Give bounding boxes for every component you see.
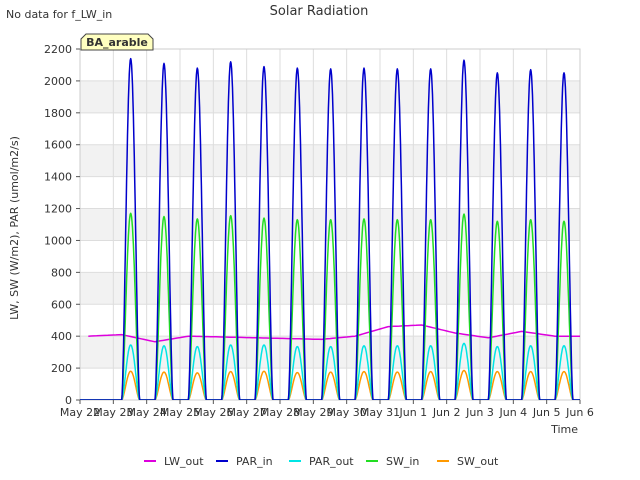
x-tick-label: May 31 (360, 406, 400, 419)
grid-band (80, 336, 580, 369)
x-tick-label: Jun 1 (398, 406, 427, 419)
legend-label-sw-out: SW_out (457, 455, 499, 468)
x-tick-label: May 23 (93, 406, 133, 419)
y-tick-label: 1600 (44, 139, 72, 152)
badge-shape (80, 33, 154, 51)
y-tick-label: 600 (51, 298, 72, 311)
x-tick-label: Jun 3 (465, 406, 494, 419)
series-line-sw-out (80, 369, 580, 400)
x-tick-label: Jun 4 (498, 406, 527, 419)
legend-label-lw-out: LW_out (164, 455, 204, 468)
grid-band (80, 272, 580, 305)
badge-label: BA_arable (86, 36, 148, 49)
legend-label-par-in: PAR_in (236, 455, 273, 468)
y-tick-label: 1200 (44, 203, 72, 216)
x-tick-label: Jun 6 (565, 406, 594, 419)
x-tick-label: Jun 5 (532, 406, 561, 419)
x-tick-label: May 29 (293, 406, 333, 419)
grid-band (80, 144, 580, 177)
x-tick-label: Jun 2 (432, 406, 461, 419)
y-tick-label: 200 (51, 362, 72, 375)
legend: LW_out PAR_in PAR_out SW_in SW_out (144, 455, 499, 468)
badge: BA_arable (80, 33, 154, 51)
series-line-par-out (80, 342, 580, 400)
y-tick-label: 0 (65, 394, 72, 407)
y-axis-label: LW, SW (W/m2), PAR (umol/m2/s) (8, 136, 21, 320)
x-tick-label: May 22 (60, 406, 100, 419)
plot-frame (79, 48, 581, 401)
y-tick-label: 1400 (44, 171, 72, 184)
x-tick-label: May 24 (127, 406, 167, 419)
no-data-note: No data for f_LW_in (6, 8, 112, 21)
x-tick-label: May 30 (327, 406, 367, 419)
y-tick-label: 400 (51, 330, 72, 343)
series-layer (80, 57, 580, 400)
x-axis-label: Time (550, 423, 578, 436)
grid-lines (79, 48, 581, 401)
grid-bands (80, 80, 580, 369)
grid-band (80, 80, 580, 113)
y-tick-label: 2000 (44, 75, 72, 88)
legend-label-sw-in: SW_in (386, 455, 419, 468)
chart-title: Solar Radiation (270, 4, 369, 19)
y-tick-label: 1800 (44, 107, 72, 120)
series-line-sw-in (80, 212, 580, 400)
legend-label-par-out: PAR_out (309, 455, 354, 468)
y-axis: 0 200 400 600 800 1000 1200 1400 1600 1800 2000 220… (44, 43, 80, 407)
series-line-par-in (80, 57, 580, 400)
y-tick-label: 2200 (44, 43, 72, 56)
y-tick-label: 800 (51, 266, 72, 279)
y-tick-label: 1000 (44, 234, 72, 247)
x-tick-label: May 27 (227, 406, 267, 419)
x-tick-label: May 26 (193, 406, 233, 419)
x-tick-label: May 28 (260, 406, 300, 419)
x-tick-label: May 25 (160, 406, 200, 419)
